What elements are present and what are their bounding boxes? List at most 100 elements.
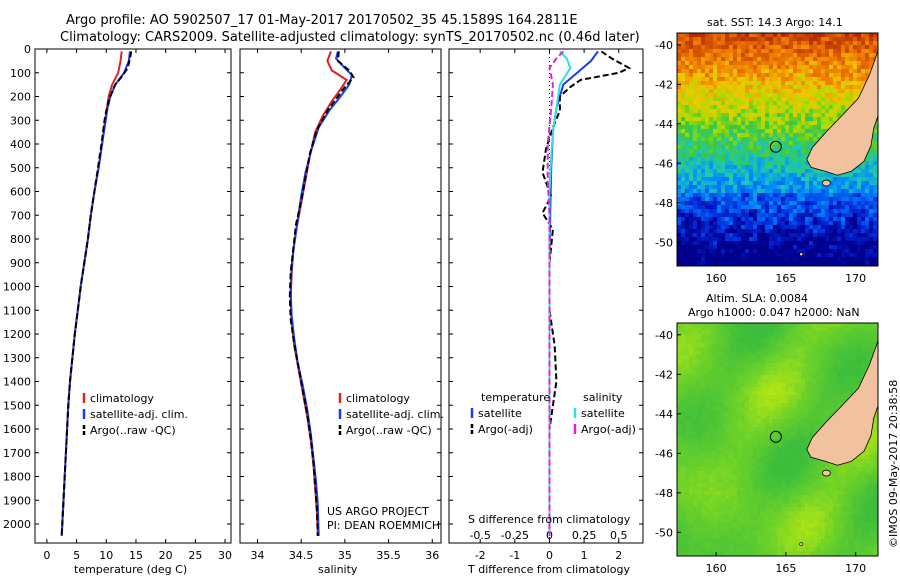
map-cell <box>721 41 725 45</box>
map-cell <box>801 331 805 335</box>
map-cell <box>809 193 813 197</box>
map-cell <box>821 363 825 367</box>
map-cell <box>789 81 793 85</box>
map-cell <box>689 37 693 41</box>
map-cell <box>817 331 821 335</box>
map-cell <box>685 383 689 387</box>
map-cell <box>797 53 801 57</box>
map-cell <box>757 363 761 367</box>
map-cell <box>737 229 741 233</box>
map-cell <box>697 237 701 241</box>
map-cell <box>797 347 801 351</box>
map-cell <box>701 455 705 459</box>
map-cell <box>733 109 737 113</box>
map-cell <box>689 205 693 209</box>
map-cell <box>705 101 709 105</box>
map-cell <box>817 205 821 209</box>
map-cell <box>793 387 797 391</box>
map-cell <box>833 407 837 411</box>
map-cell <box>677 237 681 241</box>
map-cell <box>753 225 757 229</box>
map-cell <box>677 157 681 161</box>
map-cell <box>777 323 781 327</box>
map-cell <box>713 229 717 233</box>
map-cell <box>741 213 745 217</box>
map-cell <box>749 241 753 245</box>
map-cell <box>697 193 701 197</box>
map-cell <box>721 73 725 77</box>
map-cell <box>749 249 753 253</box>
map-cell <box>817 181 821 185</box>
map-cell <box>685 221 689 225</box>
map-cell <box>681 97 685 101</box>
map-cell <box>705 423 709 427</box>
map-cell <box>853 201 857 205</box>
map-cell <box>849 49 853 53</box>
map-cell <box>709 97 713 101</box>
map-cell <box>721 93 725 97</box>
map-cell <box>833 189 837 193</box>
x-tick-label-top: -0.5 <box>469 529 490 542</box>
map-cell <box>769 189 773 193</box>
map-cell <box>773 77 777 81</box>
map-cell <box>797 169 801 173</box>
map-cell <box>745 423 749 427</box>
map-cell <box>781 129 785 133</box>
map-cell <box>777 257 781 261</box>
map-cell <box>789 185 793 189</box>
map-cell <box>697 355 701 359</box>
map-cell <box>801 359 805 363</box>
map-cell <box>773 113 777 117</box>
y-tick-label: 600 <box>10 186 31 199</box>
map-cell <box>801 229 805 233</box>
map-cell <box>761 201 765 205</box>
map-cell <box>693 257 697 261</box>
map-cell <box>745 49 749 53</box>
map-cell <box>749 77 753 81</box>
map-cell <box>829 93 833 97</box>
map-cell <box>801 49 805 53</box>
map-cell <box>797 185 801 189</box>
map-cell <box>713 323 717 327</box>
map-cell <box>785 125 789 129</box>
map-cell <box>749 181 753 185</box>
map-cell <box>733 241 737 245</box>
map-cell <box>721 431 725 435</box>
map-cell <box>873 49 877 53</box>
map-cell <box>793 439 797 443</box>
map-cell <box>713 455 717 459</box>
map-cell <box>805 209 809 213</box>
map-cell <box>777 455 781 459</box>
map-cell <box>785 65 789 69</box>
map-cell <box>801 197 805 201</box>
map-cell <box>837 339 841 343</box>
map-cell <box>753 41 757 45</box>
map-cell <box>765 253 769 257</box>
map-cell <box>685 355 689 359</box>
map-cell <box>753 233 757 237</box>
map-cell <box>757 177 761 181</box>
map-cell <box>865 201 869 205</box>
map-cell <box>753 89 757 93</box>
map-cell <box>689 439 693 443</box>
map-cell <box>757 157 761 161</box>
map-cell <box>757 245 761 249</box>
map-cell <box>729 245 733 249</box>
map-cell <box>713 85 717 89</box>
map-cell <box>677 355 681 359</box>
map-cell <box>773 165 777 169</box>
map-cell <box>805 451 809 455</box>
map-cell <box>805 109 809 113</box>
map-cell <box>833 351 837 355</box>
map-cell <box>729 101 733 105</box>
map-cell <box>733 431 737 435</box>
map-cell <box>825 399 829 403</box>
map-cell <box>825 379 829 383</box>
map-cell <box>813 355 817 359</box>
map-cell <box>693 209 697 213</box>
map-cell <box>837 261 841 265</box>
map-cell <box>709 201 713 205</box>
map-cell <box>813 399 817 403</box>
map-cell <box>685 331 689 335</box>
x-tick-label: 36 <box>425 549 439 562</box>
